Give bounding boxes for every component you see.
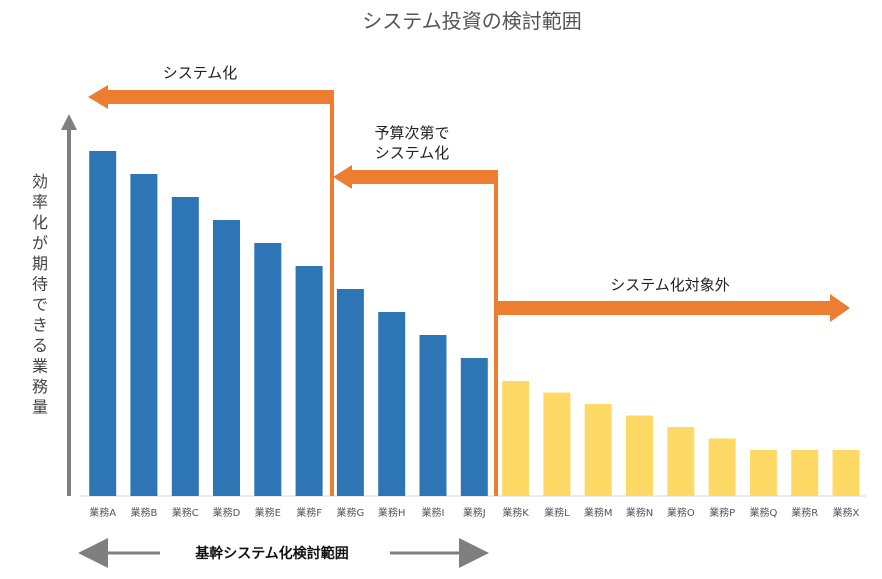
x-tick-label: 業務O [667, 506, 695, 519]
x-tick-label: 業務J [463, 506, 486, 519]
y-axis-label-char: 務 [32, 377, 48, 396]
bar [832, 450, 860, 496]
x-tick-label: 業務N [626, 506, 653, 519]
bar [295, 266, 323, 496]
arrow-budget-head [333, 165, 352, 189]
bar [460, 358, 488, 496]
y-axis-label-char: 率 [32, 193, 48, 212]
annotation-budget-line2: システム化 [375, 144, 450, 162]
y-axis-label-char: が [32, 234, 48, 253]
y-axis-label-char: 期 [32, 254, 48, 273]
arrow-system-ka-head [88, 85, 108, 109]
y-axis-label-char: 待 [32, 275, 48, 294]
bar [213, 220, 240, 496]
bar [378, 312, 406, 496]
x-tick-label: 業務D [213, 506, 241, 519]
y-axis-arrowhead [61, 114, 77, 130]
bar [254, 243, 282, 496]
y-axis-label-char: 業 [32, 357, 48, 376]
arrow-excluded-head [830, 294, 850, 322]
x-tick-label: 業務H [378, 506, 406, 519]
x-tick-label: 業務F [296, 506, 322, 519]
y-axis-label-char: 量 [32, 398, 48, 417]
bar [584, 404, 612, 496]
x-tick-label: 業務Q [749, 506, 777, 519]
bar [626, 415, 653, 496]
x-tick-label: 業務M [584, 506, 613, 519]
bar [708, 438, 736, 496]
bar [171, 197, 199, 496]
annotation-budget-line1: 予算次第で [374, 124, 449, 142]
bar [336, 289, 364, 496]
y-axis-label-char: 化 [32, 213, 48, 232]
bar [419, 335, 447, 496]
annotation-arrows [88, 85, 850, 496]
annotation-system-ka: システム化 [163, 64, 238, 82]
y-axis-label-char: 効 [32, 172, 48, 191]
y-axis-label-char: で [32, 295, 48, 314]
x-tick-label: 業務P [709, 506, 735, 519]
annotation-excluded: システム化対象外 [610, 276, 730, 294]
x-tick-label: 業務R [791, 506, 818, 519]
bar [543, 392, 571, 496]
bar [502, 381, 530, 496]
chart-title: システム投資の検討範囲 [362, 9, 581, 33]
x-tick-label: 業務E [255, 506, 281, 519]
x-tick-labels: 業務A 業務B 業務C 業務D 業務E 業務F 業務G 業務H 業務I 業務J 業務K 業務L 業務M 業… [89, 506, 859, 519]
x-tick-label: 業務G [337, 506, 365, 519]
bar [667, 427, 695, 496]
bottom-range: 基幹システム化検討範囲 [78, 538, 489, 568]
x-tick-label: 業務C [172, 506, 199, 519]
y-axis-label-char: き [32, 316, 48, 335]
bar [130, 174, 158, 496]
x-tick-label: 業務A [89, 506, 116, 519]
x-tick-label: 業務I [422, 506, 445, 519]
x-tick-label: 業務X [833, 506, 860, 519]
x-tick-label: 業務B [130, 506, 157, 519]
bar [791, 450, 819, 496]
bar [89, 151, 117, 496]
bar [749, 450, 777, 496]
bars-group [89, 151, 860, 496]
x-tick-label: 業務L [544, 506, 570, 519]
bottom-range-label: 基幹システム化検討範囲 [195, 545, 349, 562]
x-tick-label: 業務K [502, 506, 529, 519]
y-axis-label-char: る [32, 336, 48, 355]
